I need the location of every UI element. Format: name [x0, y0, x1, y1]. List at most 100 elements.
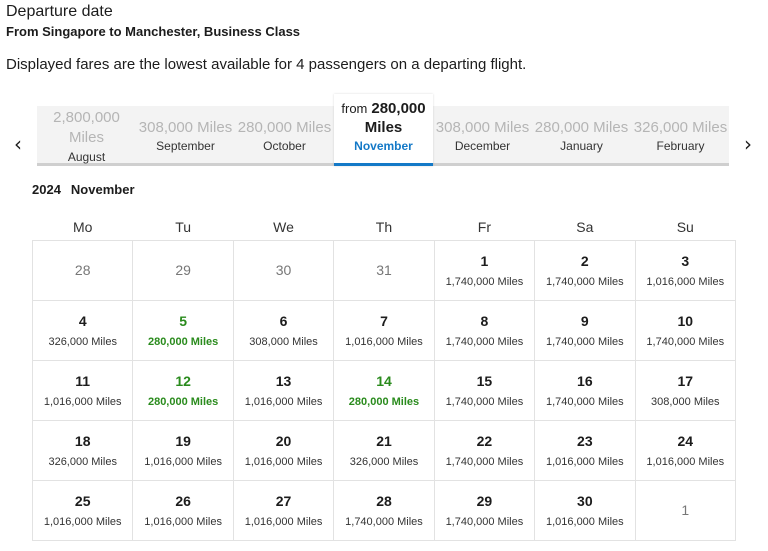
weekday-header-row: Mo Tu We Th Fr Sa Su	[32, 215, 736, 241]
day-fare-label: 1,740,000 Miles	[545, 396, 624, 408]
calendar-day-cell[interactable]: 25 1,016,000 Miles	[31, 479, 134, 541]
calendar-day-cell[interactable]: 28 1,740,000 Miles	[333, 479, 435, 541]
month-tab-label: December	[454, 139, 511, 153]
month-tab-september[interactable]: 308,000 Miles September	[136, 106, 235, 163]
day-number: 7	[380, 313, 388, 329]
calendar-day-cell[interactable]: 18 326,000 Miles	[31, 419, 134, 481]
month-tab-miles: Miles	[68, 129, 104, 146]
calendar-week-row: 11 1,016,000 Miles 12 280,000 Miles 13 1,016,…	[31, 359, 737, 421]
month-tab-price: 308,000 Miles	[435, 119, 530, 136]
weekday-label: Sa	[534, 215, 636, 241]
month-tab-price: 2,800,000	[53, 109, 120, 126]
weekday-label: Mo	[32, 215, 133, 241]
calendar-day-cell[interactable]: 24 1,016,000 Miles	[634, 419, 737, 481]
calendar-day-outside-month: 31	[333, 239, 435, 301]
day-number: 28	[74, 262, 91, 278]
day-fare-label: 1,016,000 Miles	[244, 516, 323, 528]
calendar-day-cell[interactable]: 17 308,000 Miles	[634, 359, 737, 421]
month-tab-november[interactable]: from 280,000 Miles November	[334, 94, 433, 166]
calendar-day-cell[interactable]: 9 1,740,000 Miles	[534, 299, 636, 361]
month-tab-label: September	[156, 139, 215, 153]
day-fare-label: 1,740,000 Miles	[445, 396, 524, 408]
day-fare-label: 1,016,000 Miles	[144, 456, 222, 468]
calendar-day-outside-month: 30	[232, 239, 335, 301]
day-number: 22	[476, 433, 493, 449]
calendar-day-cell[interactable]: 1 1,740,000 Miles	[433, 239, 536, 301]
calendar-day-cell[interactable]: 27 1,016,000 Miles	[232, 479, 335, 541]
month-tab-label: November	[354, 139, 413, 153]
day-number: 5	[179, 313, 188, 329]
calendar-day-cell[interactable]: 26 1,016,000 Miles	[132, 479, 234, 541]
calendar-day-cell[interactable]: 29 1,740,000 Miles	[433, 479, 536, 541]
month-tab-october[interactable]: 280,000 Miles October	[235, 106, 334, 163]
day-number: 30	[577, 493, 593, 509]
day-fare-label: 1,740,000 Miles	[646, 336, 725, 348]
month-tab-january[interactable]: 280,000 Miles January	[532, 106, 631, 163]
calendar-week-row: 18 326,000 Miles 19 1,016,000 Miles 20 1,016,…	[31, 419, 737, 481]
day-number: 30	[275, 262, 292, 278]
calendar-day-cell[interactable]: 14 280,000 Miles	[333, 359, 435, 421]
month-tab-december[interactable]: 308,000 Miles December	[433, 106, 532, 163]
calendar-day-cell[interactable]: 23 1,016,000 Miles	[534, 419, 636, 481]
day-number: 4	[78, 313, 87, 329]
calendar-day-cell[interactable]: 4 326,000 Miles	[31, 299, 134, 361]
calendar-day-cell[interactable]: 12 280,000 Miles	[132, 359, 234, 421]
calendar-day-cell[interactable]: 6 308,000 Miles	[232, 299, 335, 361]
page-title: Departure date	[6, 3, 113, 20]
month-tab-label: August	[67, 150, 106, 164]
calendar-week-row: 25 1,016,000 Miles 26 1,016,000 Miles 27 1,01…	[31, 479, 737, 541]
calendar-day-cell[interactable]: 16 1,740,000 Miles	[534, 359, 636, 421]
day-number: 6	[279, 313, 288, 329]
day-number: 27	[275, 493, 292, 509]
previous-months-chevron-left-icon[interactable]: ‹	[14, 132, 22, 156]
calendar-day-cell[interactable]: 21 326,000 Miles	[333, 419, 435, 481]
day-fare-label: 326,000 Miles	[349, 456, 419, 468]
calendar-day-cell[interactable]: 20 1,016,000 Miles	[232, 419, 335, 481]
day-fare-label: 1,740,000 Miles	[445, 456, 524, 468]
month-selector: 2,800,000 Miles August 308,000 Miles Sep…	[37, 94, 730, 166]
day-fare-label: 1,016,000 Miles	[545, 456, 624, 468]
calendar-day-outside-month: 29	[132, 239, 234, 301]
month-tab-price: 280,000 Miles	[534, 119, 629, 136]
day-fare-label: 308,000 Miles	[249, 336, 318, 348]
calendar-year: 2024	[32, 182, 61, 197]
calendar-day-cell[interactable]: 7 1,016,000 Miles	[333, 299, 435, 361]
calendar-day-cell[interactable]: 15 1,740,000 Miles	[433, 359, 536, 421]
day-number: 28	[376, 493, 392, 509]
calendar-day-cell[interactable]: 19 1,016,000 Miles	[132, 419, 234, 481]
day-fare-label: 1,740,000 Miles	[545, 336, 624, 348]
day-number: 29	[175, 262, 191, 278]
day-number: 10	[677, 313, 694, 329]
calendar-day-cell[interactable]: 8 1,740,000 Miles	[433, 299, 536, 361]
fare-notice: Displayed fares are the lowest available…	[6, 56, 527, 73]
departure-calendar: Mo Tu We Th Fr Sa Su 28 29 30 31 1 1,740,000 …	[31, 215, 737, 541]
day-fare-label: 1,016,000 Miles	[646, 456, 725, 468]
month-tab-label: October	[263, 139, 306, 153]
month-tab-august[interactable]: 2,800,000 Miles August	[37, 106, 136, 164]
calendar-day-cell[interactable]: 13 1,016,000 Miles	[232, 359, 335, 421]
calendar-day-cell[interactable]: 22 1,740,000 Miles	[433, 419, 536, 481]
month-tab-february[interactable]: 326,000 Miles February	[631, 106, 730, 163]
calendar-day-cell[interactable]: 11 1,016,000 Miles	[31, 359, 134, 421]
day-number: 24	[677, 433, 694, 449]
day-fare-label: 1,016,000 Miles	[646, 276, 725, 288]
day-number: 11	[75, 373, 91, 389]
day-number: 23	[577, 433, 593, 449]
day-fare-label: 1,740,000 Miles	[345, 516, 423, 528]
day-number: 1	[681, 502, 690, 518]
calendar-day-cell[interactable]: 5 280,000 Miles	[132, 299, 234, 361]
day-number: 14	[376, 373, 392, 389]
calendar-day-cell[interactable]: 30 1,016,000 Miles	[534, 479, 636, 541]
day-fare-label: 1,740,000 Miles	[445, 276, 524, 288]
next-months-chevron-right-icon[interactable]: ›	[744, 132, 752, 156]
day-number: 8	[480, 313, 489, 329]
day-number: 26	[175, 493, 191, 509]
day-fare-label: 1,740,000 Miles	[545, 276, 624, 288]
day-fare-label: 1,016,000 Miles	[144, 516, 222, 528]
calendar-day-cell[interactable]: 2 1,740,000 Miles	[534, 239, 636, 301]
calendar-month: November	[70, 182, 135, 197]
day-number: 16	[577, 373, 593, 389]
month-tab-price: 280,000	[371, 100, 426, 117]
calendar-day-cell[interactable]: 10 1,740,000 Miles	[634, 299, 737, 361]
calendar-day-cell[interactable]: 3 1,016,000 Miles	[634, 239, 737, 301]
